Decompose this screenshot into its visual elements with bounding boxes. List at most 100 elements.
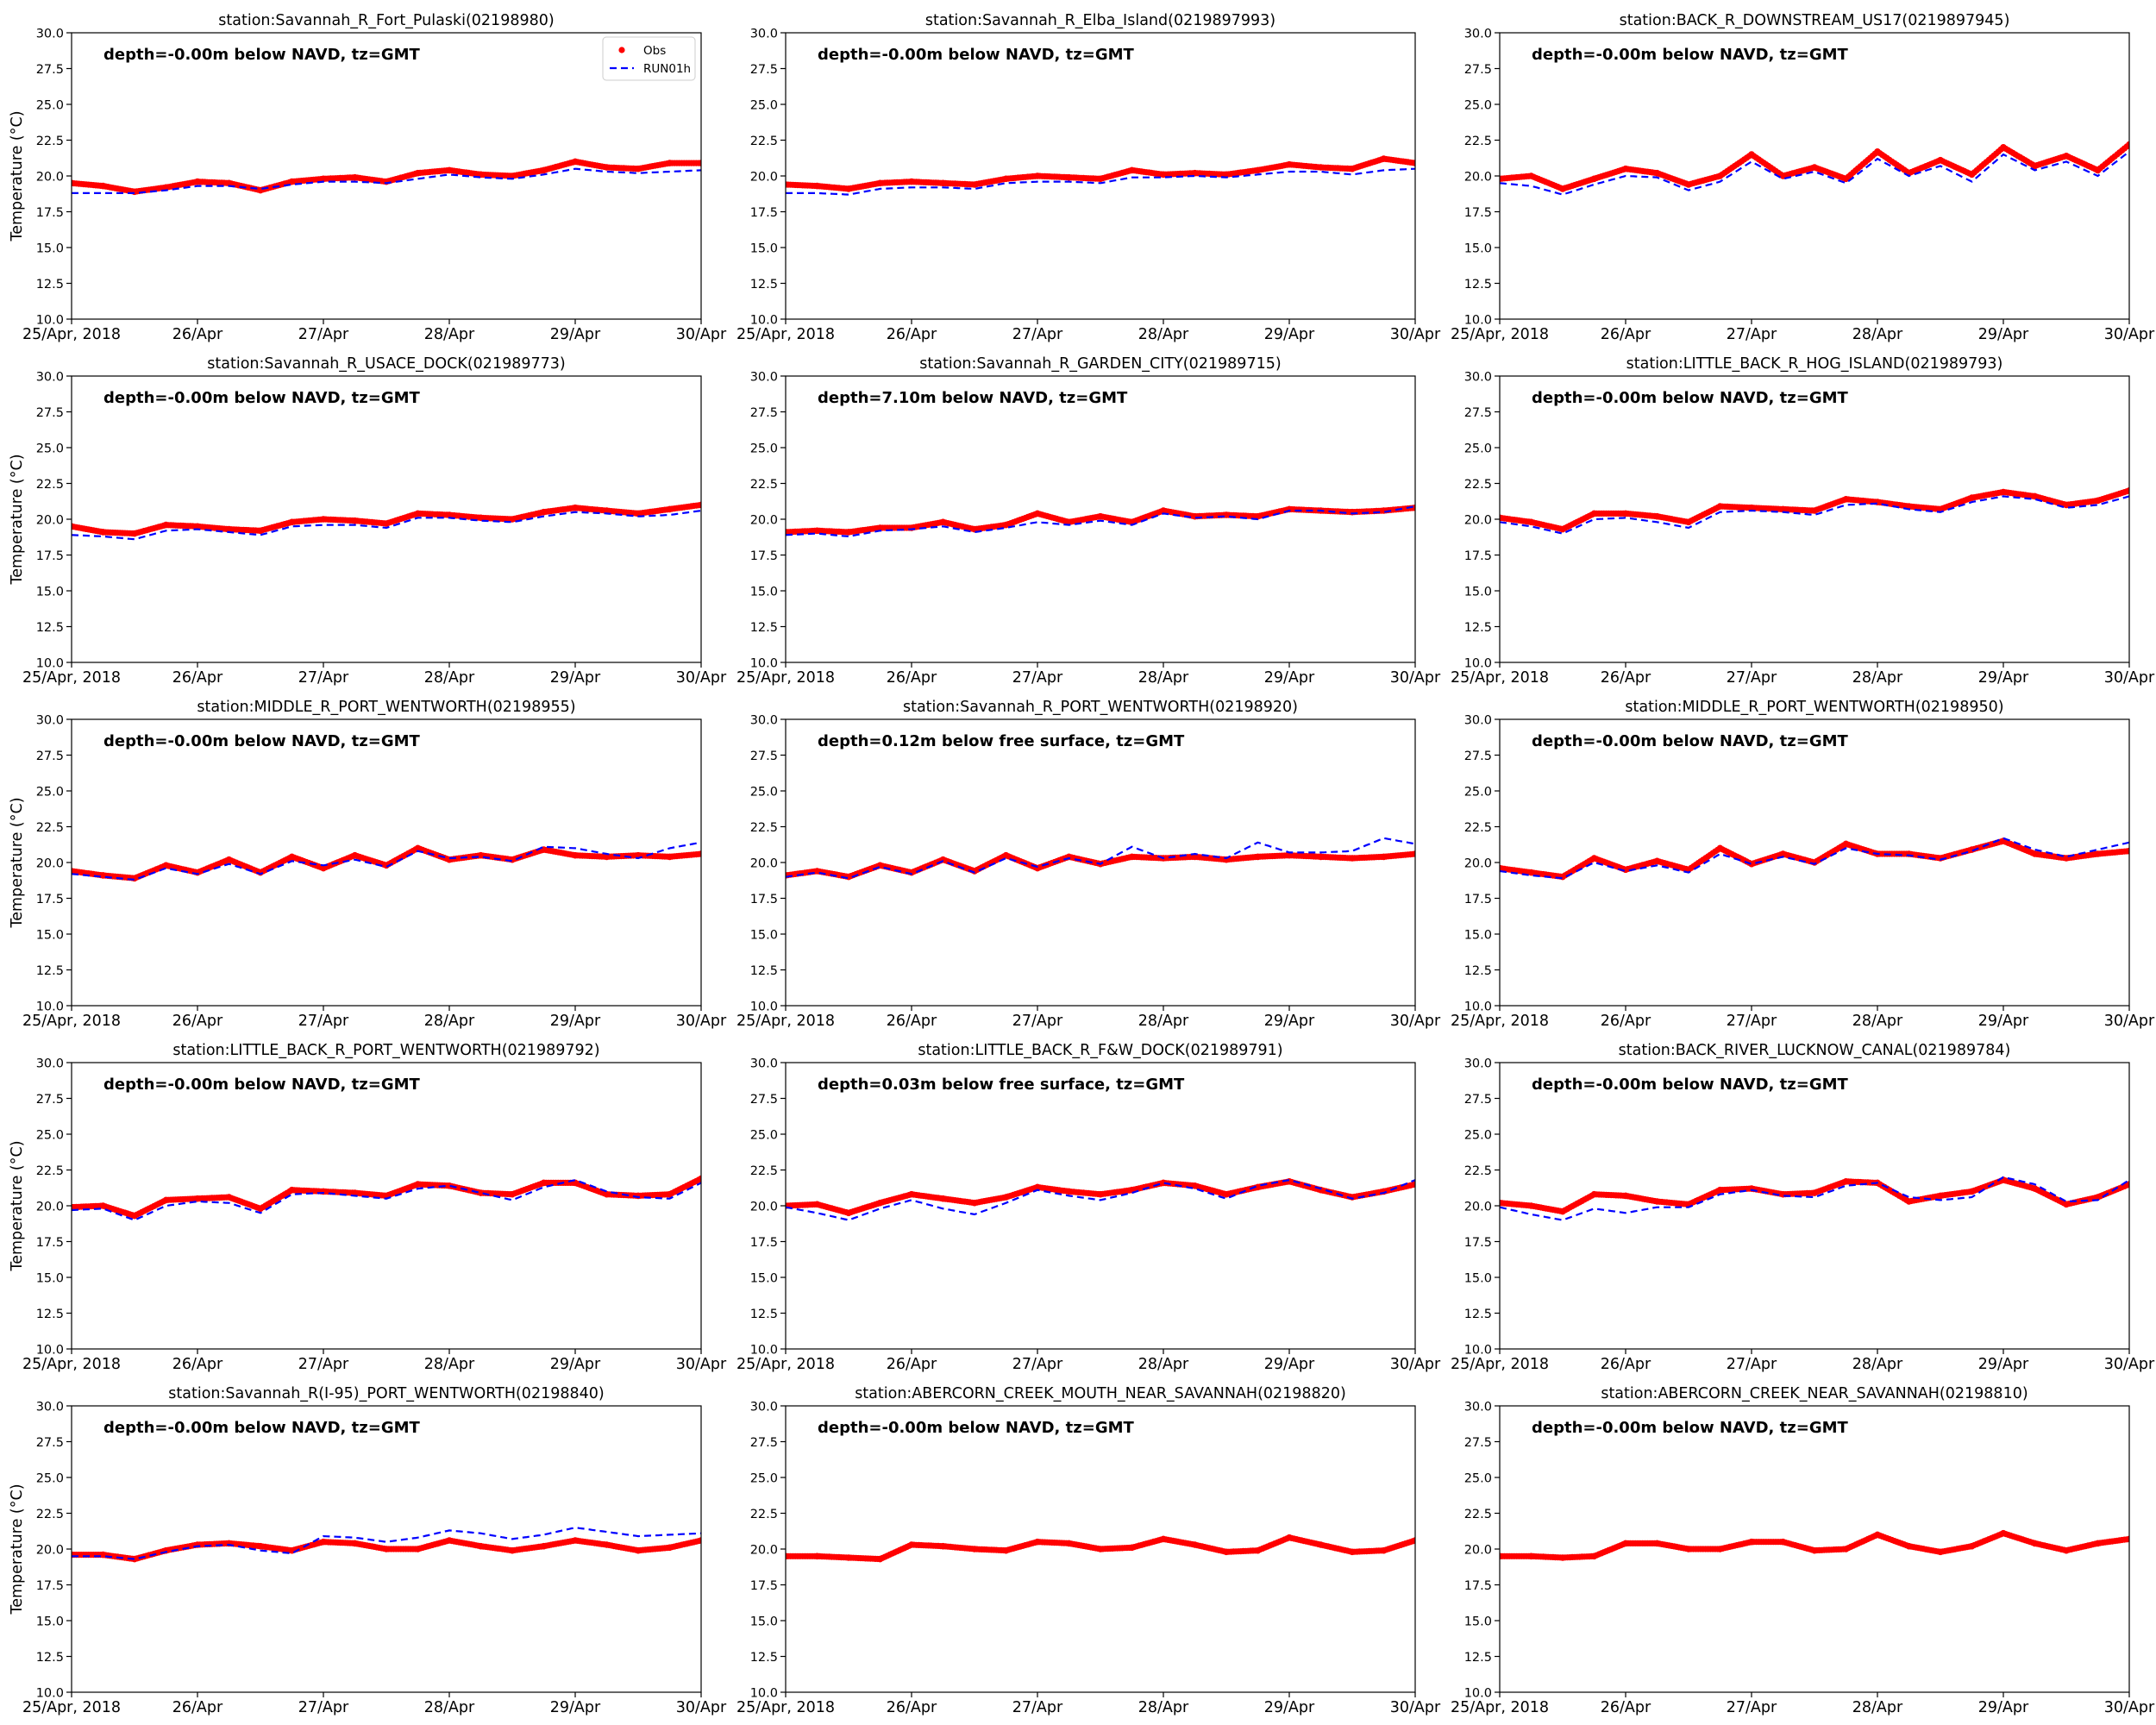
y-tick-label: 30.0: [750, 1057, 778, 1071]
obs-point: [2094, 850, 2102, 857]
obs-point: [1559, 1208, 1566, 1215]
obs-point: [698, 1175, 701, 1182]
y-tick-label: 27.5: [750, 1093, 778, 1107]
obs-point: [72, 179, 75, 187]
y-tick-label: 27.5: [1464, 1093, 1492, 1107]
obs-point: [477, 851, 485, 859]
obs-point: [99, 529, 107, 536]
obs-point: [1191, 1182, 1199, 1189]
y-tick-label: 12.5: [36, 964, 64, 978]
x-tick-label: 27/Apr: [298, 1356, 349, 1373]
y-tick-label: 22.5: [1464, 1164, 1492, 1178]
y-tick-label: 20.0: [36, 514, 64, 528]
series-obs: [72, 158, 701, 196]
y-tick-label: 15.0: [36, 929, 64, 943]
obs-point: [1716, 1546, 1724, 1552]
x-tick-label: 26/Apr: [172, 326, 223, 343]
obs-point: [908, 1541, 915, 1548]
y-tick-label: 20.0: [750, 1544, 778, 1558]
obs-point: [288, 853, 296, 861]
x-tick-label: 25/Apr, 2018: [736, 669, 835, 687]
obs-point: [2031, 492, 2039, 500]
subplot-6: station:LITTLE_BACK_R_HOG_ISLAND(0219897…: [1451, 355, 2155, 687]
y-tick-label: 22.5: [750, 1508, 778, 1521]
obs-point: [876, 524, 884, 531]
x-tick-label: 28/Apr: [1852, 1356, 1903, 1373]
obs-point: [786, 181, 789, 188]
obs-point: [414, 510, 422, 518]
obs-point: [603, 1541, 611, 1548]
obs-point: [939, 1195, 947, 1202]
depth-annotation: depth=0.12m below free surface, tz=GMT: [818, 732, 1185, 750]
obs-point: [1842, 175, 1850, 183]
y-tick-label: 30.0: [1464, 1401, 1492, 1414]
obs-point: [971, 1546, 978, 1552]
obs-point: [1779, 505, 1787, 513]
obs-point: [1223, 1548, 1230, 1556]
y-tick-label: 15.0: [750, 242, 778, 256]
obs-point: [1380, 507, 1388, 514]
subplot-title: station:ABERCORN_CREEK_MOUTH_NEAR_SAVANN…: [855, 1385, 1346, 1402]
x-tick-label: 30/Apr: [676, 1699, 727, 1716]
obs-point: [131, 1555, 138, 1563]
obs-point: [698, 1537, 701, 1544]
obs-point: [635, 165, 642, 172]
y-tick-label: 30.0: [1464, 1057, 1492, 1071]
y-tick-label: 17.5: [36, 893, 64, 906]
y-tick-label: 12.5: [36, 1308, 64, 1321]
y-tick-label: 15.0: [1464, 586, 1492, 599]
obs-point: [1811, 1189, 1818, 1196]
y-tick-label: 25.0: [36, 99, 64, 113]
plot-area: [72, 158, 701, 196]
x-tick-label: 27/Apr: [1012, 669, 1063, 687]
subplot-9: station:MIDDLE_R_PORT_WENTWORTH(02198950…: [1451, 699, 2155, 1030]
obs-point: [1842, 1178, 1850, 1185]
y-tick-label: 27.5: [36, 406, 64, 420]
obs-point: [351, 1540, 359, 1547]
x-tick-label: 30/Apr: [2104, 326, 2155, 343]
depth-annotation: depth=-0.00m below NAVD, tz=GMT: [103, 389, 421, 407]
x-tick-label: 27/Apr: [298, 1013, 349, 1030]
y-tick-label: 10.0: [1464, 657, 1492, 671]
obs-point: [477, 1189, 485, 1196]
y-tick-label: 12.5: [36, 278, 64, 292]
obs-point: [540, 166, 548, 174]
obs-point: [845, 1209, 852, 1217]
series-line-run01h: [72, 509, 701, 541]
obs-point: [1191, 853, 1199, 861]
depth-annotation: depth=-0.00m below NAVD, tz=GMT: [818, 46, 1135, 64]
x-tick-label: 28/Apr: [1138, 1356, 1189, 1373]
series-line-run01h: [786, 505, 1415, 538]
obs-point: [320, 1538, 327, 1546]
obs-point: [1622, 510, 1629, 518]
x-tick-label: 25/Apr, 2018: [22, 669, 121, 687]
obs-point: [2031, 1540, 2039, 1547]
x-tick-label: 29/Apr: [550, 1356, 601, 1373]
y-tick-label: 27.5: [36, 1436, 64, 1450]
obs-point: [666, 1544, 674, 1552]
subplot-title: station:LITTLE_BACK_R_HOG_ISLAND(0219897…: [1626, 355, 2003, 373]
obs-point: [1968, 494, 1976, 501]
subplot-title: station:Savannah_R_GARDEN_CITY(021989715…: [919, 355, 1281, 373]
obs-point: [1779, 1538, 1787, 1546]
series-line-run01h: [72, 841, 701, 881]
obs-point: [572, 1537, 579, 1544]
series-obs: [1500, 487, 2129, 533]
y-tick-label: 20.0: [750, 857, 778, 871]
y-tick-label: 27.5: [750, 406, 778, 420]
obs-point: [1349, 1548, 1356, 1556]
obs-point: [908, 178, 915, 185]
x-tick-label: 30/Apr: [676, 1013, 727, 1030]
plot-area: [1500, 487, 2129, 535]
obs-point: [2126, 487, 2129, 494]
obs-point: [1527, 869, 1535, 876]
obs-point: [845, 529, 852, 536]
plot-area: [1500, 141, 2129, 196]
obs-point: [162, 1196, 170, 1204]
obs-point: [1065, 518, 1073, 526]
subplot-13: station:Savannah_R(I-95)_PORT_WENTWORTH(…: [9, 1385, 727, 1716]
obs-point: [1748, 151, 1755, 158]
obs-point: [1500, 175, 1503, 183]
y-tick-label: 25.0: [1464, 99, 1492, 113]
